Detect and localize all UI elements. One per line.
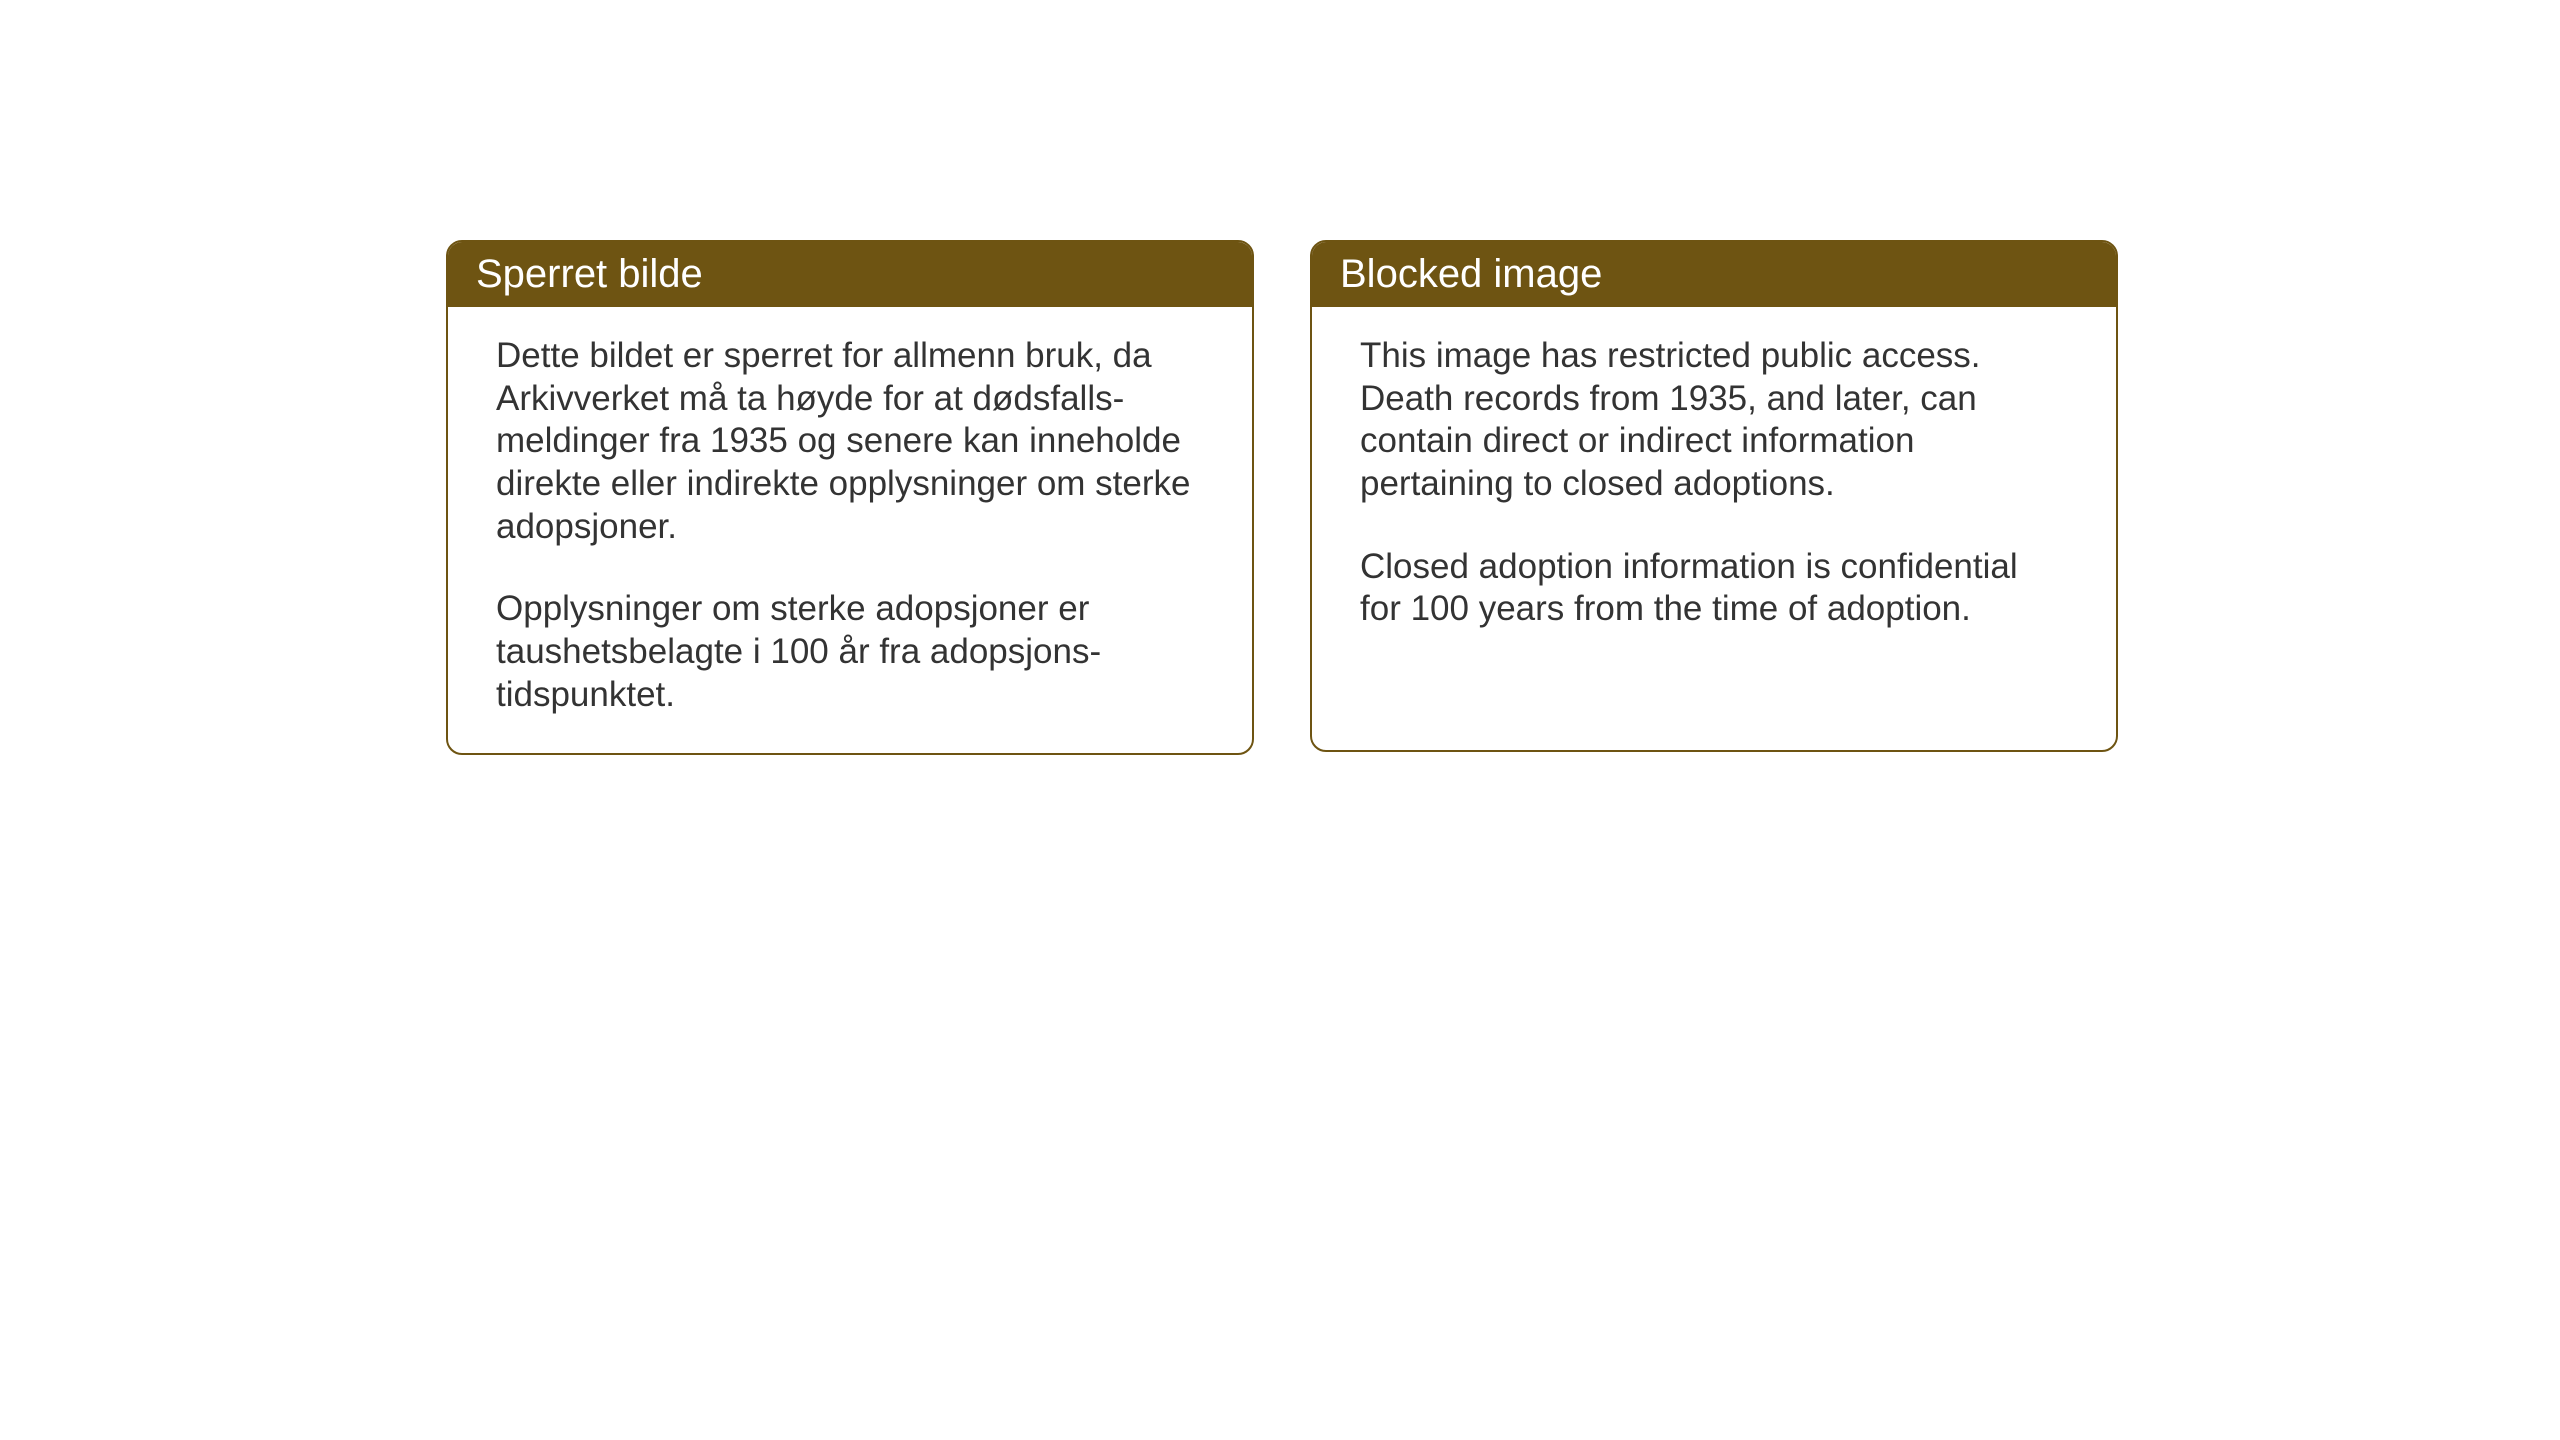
norwegian-card: Sperret bilde Dette bildet er sperret fo… xyxy=(446,240,1254,755)
english-card-body: This image has restricted public access.… xyxy=(1312,307,2116,667)
norwegian-paragraph-1: Dette bildet er sperret for allmenn bruk… xyxy=(496,335,1204,548)
english-paragraph-1: This image has restricted public access.… xyxy=(1360,335,2068,506)
cards-container: Sperret bilde Dette bildet er sperret fo… xyxy=(446,240,2118,755)
english-paragraph-2: Closed adoption information is confident… xyxy=(1360,546,2068,631)
norwegian-card-header: Sperret bilde xyxy=(448,242,1252,307)
english-card: Blocked image This image has restricted … xyxy=(1310,240,2118,752)
norwegian-paragraph-2: Opplysninger om sterke adopsjoner er tau… xyxy=(496,588,1204,716)
english-card-title: Blocked image xyxy=(1340,252,1602,296)
norwegian-card-body: Dette bildet er sperret for allmenn bruk… xyxy=(448,307,1252,753)
norwegian-card-title: Sperret bilde xyxy=(476,252,703,296)
english-card-header: Blocked image xyxy=(1312,242,2116,307)
